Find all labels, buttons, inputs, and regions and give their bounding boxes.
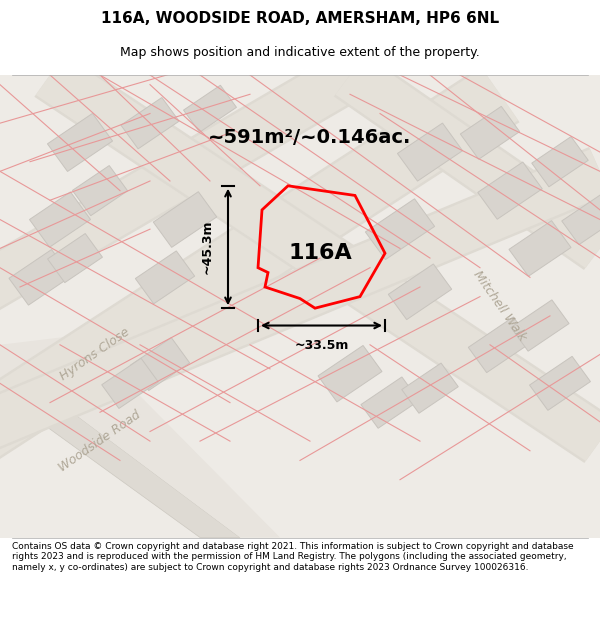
Polygon shape: [0, 66, 520, 479]
Text: ~591m²/~0.146ac.: ~591m²/~0.146ac.: [208, 128, 412, 147]
Polygon shape: [0, 335, 280, 538]
Polygon shape: [36, 55, 600, 461]
Polygon shape: [29, 192, 91, 247]
Polygon shape: [153, 192, 217, 248]
Polygon shape: [73, 166, 128, 216]
Polygon shape: [478, 162, 542, 219]
Text: 116A: 116A: [288, 243, 352, 263]
Text: Map shows position and indicative extent of the property.: Map shows position and indicative extent…: [120, 46, 480, 59]
Polygon shape: [532, 137, 588, 187]
Text: Contains OS data © Crown copyright and database right 2021. This information is : Contains OS data © Crown copyright and d…: [12, 542, 574, 572]
Polygon shape: [335, 56, 600, 268]
Polygon shape: [0, 75, 600, 538]
Polygon shape: [361, 377, 419, 428]
Polygon shape: [318, 346, 382, 402]
Polygon shape: [121, 98, 179, 149]
Polygon shape: [365, 199, 434, 259]
Text: 116A, WOODSIDE ROAD, AMERSHAM, HP6 6NL: 116A, WOODSIDE ROAD, AMERSHAM, HP6 6NL: [101, 11, 499, 26]
Polygon shape: [47, 234, 103, 282]
Polygon shape: [136, 251, 194, 304]
Polygon shape: [130, 338, 190, 391]
Polygon shape: [388, 264, 452, 319]
Polygon shape: [397, 123, 463, 181]
Polygon shape: [0, 147, 600, 466]
Text: Mitchell Walk: Mitchell Walk: [471, 269, 529, 344]
Polygon shape: [530, 356, 590, 411]
Polygon shape: [0, 52, 364, 319]
Text: Woodside Road: Woodside Road: [56, 408, 143, 474]
Polygon shape: [47, 113, 113, 171]
Polygon shape: [184, 85, 236, 132]
Text: ~45.3m: ~45.3m: [201, 220, 214, 274]
Polygon shape: [34, 53, 600, 463]
Text: Hyrons Close: Hyrons Close: [58, 326, 133, 383]
Polygon shape: [511, 300, 569, 351]
Polygon shape: [460, 106, 520, 159]
Text: ~33.5m: ~33.5m: [295, 339, 349, 352]
Polygon shape: [102, 358, 158, 408]
Polygon shape: [468, 317, 532, 372]
Polygon shape: [0, 388, 240, 538]
Polygon shape: [0, 68, 518, 477]
Polygon shape: [9, 249, 71, 305]
Polygon shape: [334, 54, 600, 270]
Polygon shape: [0, 149, 600, 463]
Polygon shape: [562, 194, 600, 244]
Polygon shape: [402, 363, 458, 413]
Polygon shape: [0, 54, 363, 318]
Polygon shape: [509, 221, 571, 276]
